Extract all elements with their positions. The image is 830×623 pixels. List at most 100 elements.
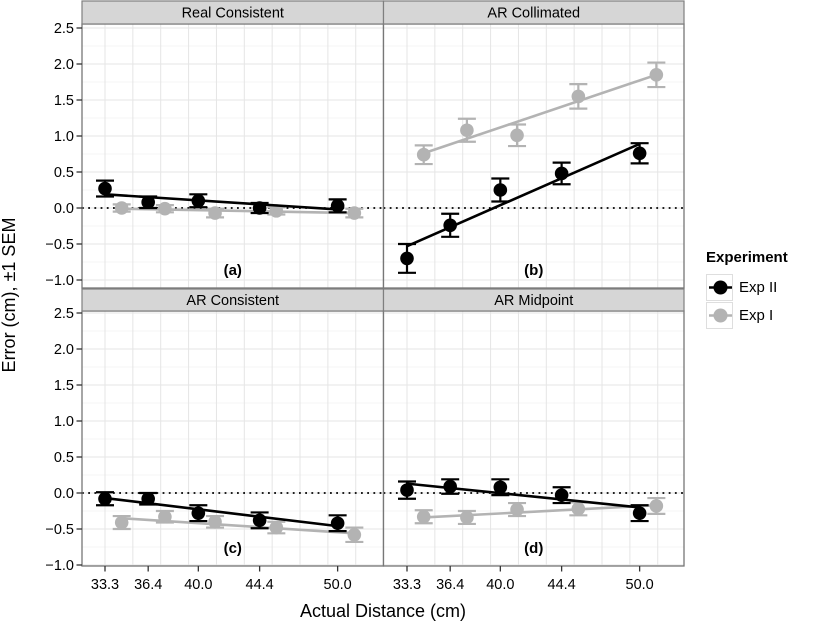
panel-letter-a: (a) [224,262,242,279]
series-exp-i [112,201,364,220]
data-point [493,183,508,197]
x-tick-label: 33.3 [91,577,119,593]
x-tick-label: 33.3 [393,577,421,593]
data-point [191,194,206,208]
data-point [347,206,362,220]
panel-d: (d) AR Midpoint [382,288,685,567]
y-tick-label: 2.5 [54,21,74,37]
x-tick-label: 50.0 [324,577,352,593]
y-tick-label: 0.0 [54,486,74,502]
series-exp-i [414,496,666,526]
facet-title-a: Real Consistent [182,6,284,22]
legend-key-exp-ii [706,273,733,301]
data-point [510,502,524,517]
y-tick-label: 2.5 [54,306,74,322]
data-point [460,123,474,138]
data-point [191,506,206,520]
data-point [114,515,129,530]
y-tick-label: 0.5 [54,450,74,466]
data-point [252,201,267,215]
data-point [493,480,508,495]
facet-title-b: AR Collimated [487,6,580,22]
data-point [400,251,414,266]
trend-line [423,73,657,155]
data-point [98,181,112,196]
y-tick-label: 1.5 [54,93,74,109]
x-tick-label: 36.4 [134,577,162,593]
series-exp-ii [96,179,347,215]
y-axis-title: Error (cm), ±1 SEM [0,218,19,373]
data-point [158,509,172,524]
data-point [158,201,172,216]
x-tick-label: 40.0 [486,577,514,593]
facet-title-d: AR Midpoint [494,293,573,309]
y-tick-label: 2.0 [54,57,74,73]
x-axis-title: Actual Distance (cm) [300,601,466,621]
series-exp-i [414,61,666,166]
data-point [114,201,129,215]
facet-strip-b [382,0,685,25]
legend: Experiment Exp II Exp I [706,249,788,329]
data-point [649,499,664,513]
facet-strip-d [382,288,685,312]
data-point [554,166,569,181]
data-point [554,488,569,502]
panel-a: (a) Real Consistent [81,0,385,289]
y-tick-label: 0.5 [54,165,74,181]
x-tick-label: 50.0 [626,577,654,593]
data-point [443,479,457,494]
legend-label-exp-i: Exp I [739,306,774,324]
legend-item-exp-ii: Exp II [706,273,788,301]
x-tick-label: 36.4 [436,577,464,593]
x-tick-label: 40.0 [184,577,212,593]
data-point [416,147,431,162]
panel-letter-d: (d) [524,540,543,557]
x-tick-label: 44.4 [246,577,274,593]
series-exp-i [112,509,364,544]
x-tick-label: 44.4 [548,577,576,593]
data-point [460,510,474,525]
series-exp-ii [96,491,347,533]
data-point [416,509,431,524]
y-tick-label: 0.0 [54,201,74,217]
data-point [330,516,345,531]
data-point [632,506,647,520]
data-point [208,206,222,220]
exp-ii-point-icon [709,280,732,294]
data-point [141,491,155,506]
legend-title: Experiment [706,249,788,266]
data-point [571,502,586,516]
panel-letter-b: (b) [524,262,543,279]
data-point [443,218,457,233]
data-point [649,68,664,82]
y-tick-label: −1.0 [45,558,74,574]
legend-label-exp-ii: Exp II [739,278,778,296]
data-point [347,527,362,542]
data-point [252,513,267,528]
data-point [330,199,345,213]
series-exp-ii [398,142,649,274]
data-point [632,146,647,161]
data-point [141,195,155,210]
exp-i-point-icon [709,308,732,322]
y-tick-label: 1.5 [54,378,74,394]
y-tick-label: 1.0 [54,414,74,430]
panel-c: (c) AR Consistent [81,288,385,567]
y-tick-label: −0.5 [45,237,74,253]
data-point [571,89,586,104]
data-point [510,128,524,143]
panel-b: (b) AR Collimated [382,0,685,289]
data-point [269,204,284,218]
y-tick-label: −0.5 [45,522,74,538]
y-tick-label: 2.0 [54,342,74,358]
legend-item-exp-i: Exp I [706,301,788,329]
data-point [208,515,222,529]
y-tick-label: −1.0 [45,273,74,289]
data-point [400,483,414,497]
panel-letter-c: (c) [224,540,242,557]
y-tick-label: 1.0 [54,129,74,145]
facet-title-c: AR Consistent [186,293,279,309]
data-point [269,520,284,535]
